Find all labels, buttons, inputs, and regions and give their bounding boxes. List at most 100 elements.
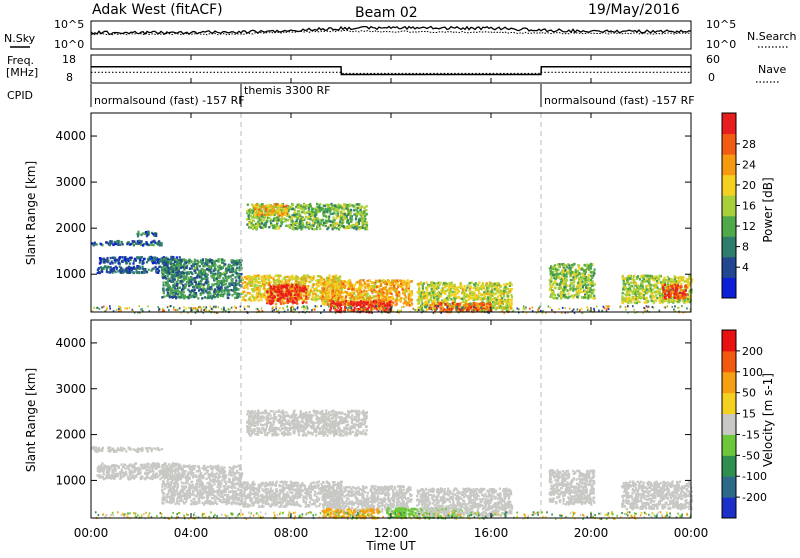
heatmap-cell — [487, 296, 489, 298]
heatmap-cell — [487, 290, 489, 292]
heatmap-cell — [217, 281, 219, 283]
heatmap-cell — [363, 301, 365, 303]
heatmap-cell — [434, 294, 436, 296]
heatmap-cell — [243, 291, 245, 293]
heatmap-cell — [359, 291, 361, 293]
heatmap-cell — [341, 211, 343, 213]
heatmap-cell — [291, 216, 293, 218]
heatmap-cell — [362, 279, 364, 281]
heatmap-cell — [191, 295, 193, 297]
heatmap-cell — [187, 277, 189, 279]
heatmap-cell — [163, 284, 165, 286]
heatmap-cell — [477, 287, 479, 289]
heatmap-cell — [121, 260, 123, 262]
heatmap-cell — [116, 268, 118, 270]
heatmap-cell — [185, 284, 187, 286]
heatmap-cell — [353, 209, 355, 211]
heatmap-cell — [439, 282, 441, 284]
heatmap-cell — [130, 269, 132, 271]
heatmap-cell — [274, 290, 276, 292]
heatmap-cell — [328, 289, 330, 291]
heatmap-cell — [303, 274, 305, 276]
heatmap-cell — [111, 268, 113, 270]
heatmap-cell — [348, 212, 350, 214]
heatmap-cell — [128, 272, 130, 274]
heatmap-cell — [378, 285, 380, 287]
heatmap-cell — [140, 244, 142, 246]
heatmap-cell — [114, 259, 116, 261]
heatmap-cell — [464, 287, 466, 289]
heatmap-cell — [317, 225, 319, 227]
heatmap-cell — [224, 263, 226, 265]
heatmap-cell — [210, 286, 212, 288]
heatmap-cell — [233, 282, 235, 284]
heatmap-cell — [299, 223, 301, 225]
heatmap-cell — [323, 214, 325, 216]
heatmap-cell — [258, 292, 260, 294]
heatmap-cell — [480, 302, 482, 304]
heatmap-cell — [199, 286, 201, 288]
heatmap-cell — [500, 295, 502, 297]
heatmap-cell — [295, 227, 297, 229]
heatmap-cell — [238, 266, 240, 268]
heatmap-cell — [251, 212, 253, 214]
heatmap-cell — [296, 220, 298, 222]
heatmap-cell — [266, 205, 268, 207]
heatmap-cell — [341, 222, 343, 224]
heatmap-cell — [162, 273, 164, 275]
heatmap-cell — [261, 222, 263, 224]
heatmap-cell — [368, 306, 370, 308]
heatmap-cell — [296, 216, 298, 218]
heatmap-cell — [230, 259, 232, 261]
heatmap-cell — [256, 288, 258, 290]
heatmap-cell — [476, 309, 478, 311]
heatmap-cell — [375, 291, 377, 293]
heatmap-cell — [249, 293, 251, 295]
heatmap-cell — [253, 220, 255, 222]
heatmap-cell — [272, 295, 274, 297]
beam-label: Beam 02 — [355, 5, 418, 21]
heatmap-cell — [221, 291, 223, 293]
heatmap-cell — [279, 210, 281, 212]
heatmap-cell — [137, 243, 139, 245]
heatmap-cell — [203, 272, 205, 274]
heatmap-cell — [266, 291, 268, 293]
heatmap-cell — [375, 295, 377, 297]
heatmap-cell — [162, 287, 164, 289]
heatmap-cell — [284, 282, 286, 284]
heatmap-cell — [293, 222, 295, 224]
heatmap-cell — [294, 297, 296, 299]
heatmap-cell — [307, 211, 309, 213]
nsearch-tick-top: 10^5 — [706, 18, 736, 31]
heatmap-cell — [422, 290, 424, 292]
heatmap-cell — [402, 280, 404, 282]
heatmap-cell — [194, 277, 196, 279]
heatmap-cell — [332, 300, 334, 302]
heatmap-cell — [338, 297, 340, 299]
heatmap-cell — [329, 296, 331, 298]
heatmap-cell — [211, 297, 213, 299]
heatmap-cell — [204, 296, 206, 298]
heatmap-cell — [331, 305, 333, 307]
heatmap-cell — [396, 279, 398, 281]
heatmap-cell — [463, 295, 465, 297]
heatmap-cell — [320, 283, 322, 285]
heatmap-cell — [289, 299, 291, 301]
heatmap-cell — [247, 215, 249, 217]
heatmap-cell — [235, 287, 237, 289]
heatmap-cell — [157, 243, 159, 245]
heatmap-cell — [368, 289, 370, 291]
heatmap-cell — [361, 213, 363, 215]
heatmap-cell — [219, 276, 221, 278]
heatmap-cell — [309, 203, 311, 205]
heatmap-cell — [427, 285, 429, 287]
heatmap-cell — [350, 225, 352, 227]
heatmap-cell — [174, 290, 176, 292]
heatmap-cell — [303, 288, 305, 290]
heatmap-cell — [150, 241, 152, 243]
heatmap-cell — [191, 290, 193, 292]
heatmap-cell — [97, 272, 99, 274]
heatmap-cell — [486, 300, 488, 302]
heatmap-cell — [378, 297, 380, 299]
heatmap-cell — [128, 266, 130, 268]
